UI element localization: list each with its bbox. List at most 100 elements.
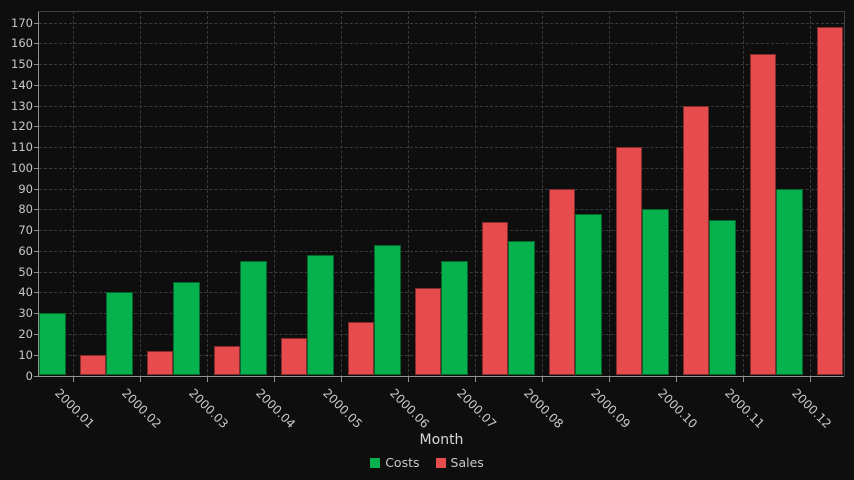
x-tick-mark — [742, 377, 744, 382]
sales-legend-label: Sales — [450, 455, 484, 470]
y-tick-mark — [33, 292, 39, 294]
bar-sales-2000.08[interactable] — [548, 188, 576, 376]
x-tick-mark — [407, 377, 409, 382]
legend-item-sales[interactable]: Sales — [435, 455, 484, 470]
y-gridline — [39, 84, 844, 86]
y-gridline — [39, 167, 844, 169]
x-tick-label: 2000.07 — [453, 386, 499, 431]
y-tick-label: 60 — [18, 243, 33, 258]
bar-costs-2000.07[interactable] — [441, 261, 468, 376]
bar-costs-2000.10[interactable] — [642, 209, 669, 376]
x-tick-label: 2000.04 — [252, 386, 298, 431]
plot-border-right — [843, 11, 845, 376]
y-tick-label: 0 — [25, 368, 33, 383]
bar-sales-2000.03[interactable] — [213, 346, 241, 376]
bar-costs-2000.03[interactable] — [173, 282, 200, 376]
y-gridline — [39, 354, 844, 356]
x-gridline — [474, 11, 476, 377]
x-tick-mark — [608, 377, 610, 382]
y-tick-label: 110 — [11, 140, 33, 155]
x-tick-label: 2000.03 — [185, 386, 231, 431]
y-gridline — [39, 43, 844, 45]
bar-costs-2000.09[interactable] — [575, 213, 602, 376]
x-gridline — [72, 11, 74, 377]
y-tick-mark — [33, 375, 39, 377]
y-gridline — [39, 250, 844, 252]
y-gridline — [39, 209, 844, 211]
y-tick-label: 40 — [18, 285, 33, 300]
x-tick-label: 2000.06 — [386, 386, 432, 431]
bar-sales-2000.04[interactable] — [280, 338, 308, 376]
bar-costs-2000.11[interactable] — [709, 219, 736, 376]
legend-item-costs[interactable]: Costs — [370, 456, 420, 470]
y-tick-mark — [33, 147, 39, 149]
y-tick-label: 50 — [18, 264, 33, 279]
y-tick-label: 120 — [11, 119, 33, 134]
y-gridline — [39, 271, 844, 273]
bar-costs-2000.08[interactable] — [508, 240, 535, 376]
bar-sales-2000.09[interactable] — [615, 147, 643, 376]
x-tick-label: 2000.09 — [587, 386, 633, 431]
y-tick-mark — [33, 84, 39, 86]
x-tick-mark — [541, 377, 543, 382]
x-tick-label: 2000.01 — [51, 386, 97, 431]
x-tick-mark — [206, 377, 208, 382]
y-tick-mark — [33, 230, 39, 232]
y-tick-label: 170 — [11, 15, 33, 30]
bar-sales-2000.12[interactable] — [816, 26, 844, 376]
y-tick-label: 90 — [18, 181, 33, 196]
sales-legend-swatch — [435, 458, 446, 468]
x-tick-mark — [139, 377, 141, 382]
x-gridline — [809, 11, 811, 377]
bar-sales-2000.02[interactable] — [146, 350, 174, 376]
y-gridline — [39, 147, 844, 149]
x-tick-label: 2000.11 — [722, 386, 768, 431]
y-gridline — [39, 22, 844, 24]
bar-sales-2000.06[interactable] — [414, 288, 442, 376]
y-tick-mark — [33, 313, 39, 315]
y-axis-line — [37, 11, 40, 377]
x-gridline — [541, 11, 543, 377]
x-gridline — [608, 11, 610, 377]
y-gridline — [39, 64, 844, 66]
y-tick-mark — [33, 43, 39, 45]
x-axis-line — [37, 375, 844, 377]
y-tick-mark — [33, 64, 39, 66]
bar-sales-2000.10[interactable] — [682, 105, 710, 376]
y-gridline — [39, 188, 844, 190]
y-tick-mark — [33, 333, 39, 335]
y-tick-label: 10 — [18, 347, 33, 362]
x-gridline — [273, 11, 275, 377]
bar-sales-2000.11[interactable] — [749, 53, 777, 376]
bar-costs-2000.06[interactable] — [374, 244, 401, 376]
bar-costs-2000.12[interactable] — [776, 188, 803, 376]
bar-costs-2000.02[interactable] — [106, 292, 133, 376]
x-gridline — [340, 11, 342, 377]
bar-costs-2000.04[interactable] — [240, 261, 267, 376]
bar-sales-2000.05[interactable] — [347, 321, 375, 376]
legend: Costs Sales — [0, 456, 854, 470]
y-gridline — [39, 126, 844, 128]
x-tick-label: 2000.10 — [654, 386, 700, 431]
y-tick-mark — [33, 167, 39, 169]
y-tick-label: 100 — [11, 160, 33, 175]
y-tick-label: 140 — [11, 77, 33, 92]
x-tick-mark — [675, 377, 677, 382]
bar-sales-2000.07[interactable] — [481, 221, 509, 376]
plot-border-top — [37, 11, 844, 12]
bar-costs-2000.05[interactable] — [307, 255, 334, 376]
y-gridline — [39, 105, 844, 107]
x-tick-mark — [273, 377, 275, 382]
y-gridline — [39, 292, 844, 294]
bar-costs-2000.01[interactable] — [39, 313, 66, 376]
y-gridline — [39, 333, 844, 335]
x-tick-mark — [474, 377, 476, 382]
y-tick-label: 20 — [18, 326, 33, 341]
y-tick-mark — [33, 250, 39, 252]
bar-sales-2000.01[interactable] — [79, 354, 107, 376]
y-tick-label: 160 — [11, 36, 33, 51]
y-tick-label: 130 — [11, 98, 33, 113]
y-tick-mark — [33, 188, 39, 190]
y-gridline — [39, 313, 844, 315]
